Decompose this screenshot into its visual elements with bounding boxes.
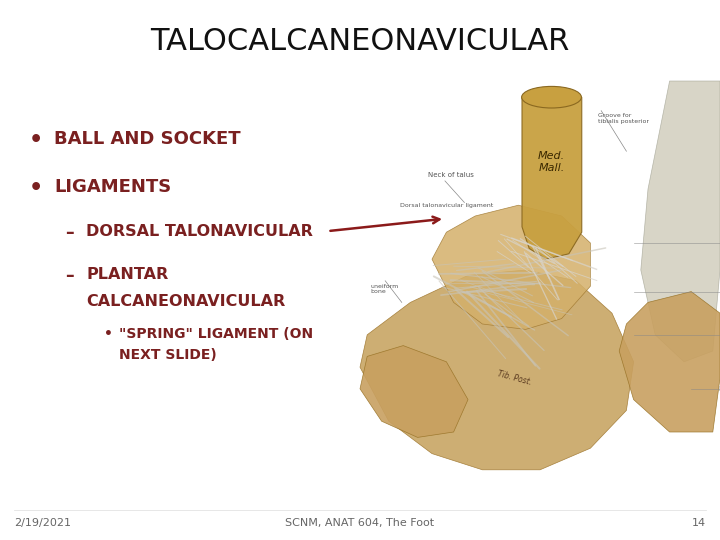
Text: •: • <box>104 327 113 341</box>
Text: DORSAL TALONAVICULAR: DORSAL TALONAVICULAR <box>86 224 313 239</box>
Polygon shape <box>641 81 720 362</box>
Polygon shape <box>522 97 582 259</box>
Text: CALCANEONAVICULAR: CALCANEONAVICULAR <box>86 294 286 309</box>
Text: Tib. Post.: Tib. Post. <box>497 369 533 387</box>
Polygon shape <box>432 205 590 329</box>
Polygon shape <box>360 346 468 437</box>
Text: 14: 14 <box>691 518 706 529</box>
Polygon shape <box>360 270 634 470</box>
Text: •: • <box>29 178 43 198</box>
Text: Med.
Mall.: Med. Mall. <box>538 151 565 173</box>
Text: PLANTAR: PLANTAR <box>86 267 168 282</box>
Text: BALL AND SOCKET: BALL AND SOCKET <box>54 130 240 147</box>
Text: NEXT SLIDE): NEXT SLIDE) <box>119 348 217 362</box>
Text: Dorsal talonavicular ligament: Dorsal talonavicular ligament <box>400 203 493 208</box>
Text: SCNM, ANAT 604, The Foot: SCNM, ANAT 604, The Foot <box>285 518 435 529</box>
Text: TALOCALCANEONAVICULAR: TALOCALCANEONAVICULAR <box>150 27 570 56</box>
Text: 2/19/2021: 2/19/2021 <box>14 518 71 529</box>
Ellipse shape <box>521 86 582 108</box>
Text: l: l <box>718 386 720 392</box>
Text: –: – <box>65 224 73 242</box>
Text: Neck of talus: Neck of talus <box>428 172 474 178</box>
Text: LIGAMENTS: LIGAMENTS <box>54 178 171 196</box>
Text: Groove for
tibialis posterior: Groove for tibialis posterior <box>598 113 649 124</box>
Polygon shape <box>619 292 720 432</box>
Text: uneiform
bone: uneiform bone <box>371 284 399 294</box>
Text: "SPRING" LIGAMENT (ON: "SPRING" LIGAMENT (ON <box>119 327 313 341</box>
Text: •: • <box>29 130 43 150</box>
Text: –: – <box>65 267 73 285</box>
